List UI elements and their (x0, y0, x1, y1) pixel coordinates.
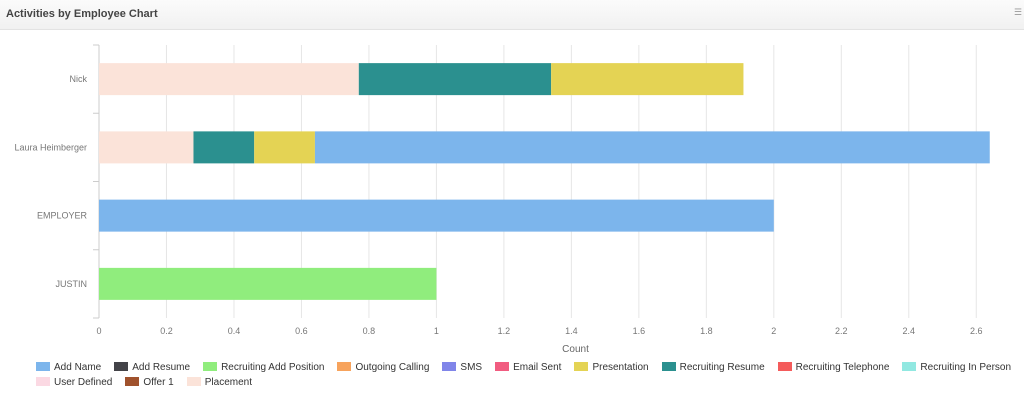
bar-segment[interactable] (99, 131, 194, 164)
legend-item[interactable]: Add Name (36, 362, 101, 373)
legend-swatch (777, 362, 792, 371)
x-tick-label: 0.2 (160, 326, 173, 336)
bar-segment[interactable] (99, 267, 437, 300)
legend-label: Add Name (54, 362, 102, 373)
x-tick-label: 1.4 (565, 326, 578, 336)
menu-icon[interactable]: ☰ (1013, 8, 1022, 18)
legend-item[interactable]: Recruiting Telephone (777, 362, 890, 373)
x-tick-label: 1 (434, 326, 439, 336)
chart-legend: Add Name Add Resume Recruiting Add Positio… (36, 362, 1024, 392)
legend-swatch (203, 362, 218, 371)
bar-segment[interactable] (551, 63, 744, 96)
legend-swatch (442, 362, 457, 371)
x-tick-label: 1.2 (498, 326, 511, 336)
x-tick-label: 0.8 (363, 326, 376, 336)
legend-label: Outgoing Calling (355, 362, 430, 373)
x-tick-label: 2.2 (835, 326, 848, 336)
x-tick-label: 2.6 (970, 326, 983, 336)
legend-swatch (36, 362, 50, 371)
legend-label: Recruiting In Person (920, 362, 1012, 373)
category-label: Laura Heimberger (14, 142, 87, 152)
x-tick-label: 2 (771, 326, 776, 336)
x-axis-title: Count (562, 344, 589, 355)
legend-swatch (114, 362, 129, 371)
legend-label: Recruiting Telephone (795, 362, 890, 373)
bar-segment[interactable] (314, 131, 990, 164)
legend-swatch (125, 377, 140, 386)
x-tick-label: 2.4 (903, 326, 916, 336)
legend-item[interactable]: User Defined (36, 377, 112, 388)
bar-segment[interactable] (99, 199, 774, 232)
legend-label: SMS (460, 362, 483, 373)
chart-header: Activities by Employee Chart ☰ (0, 0, 1024, 30)
legend-swatch (902, 362, 917, 371)
legend-item[interactable]: Offer 1 (125, 377, 174, 388)
bar-segment[interactable] (193, 131, 255, 164)
legend-swatch (337, 362, 352, 371)
bar-segment[interactable] (254, 131, 315, 164)
legend-label: Recruiting Add Position (221, 362, 325, 373)
legend-label: Placement (204, 377, 252, 388)
legend-item[interactable]: Outgoing Calling (337, 362, 429, 373)
category-label: EMPLOYER (37, 211, 88, 221)
legend-label: Email Sent (513, 362, 562, 373)
chart-title: Activities by Employee Chart (6, 8, 158, 20)
legend-label: Add Resume (132, 362, 191, 373)
x-tick-label: 0.4 (228, 326, 241, 336)
legend-item[interactable]: Placement (186, 377, 252, 388)
legend-item[interactable]: Recruiting In Person (902, 362, 1011, 373)
legend-swatch (574, 362, 589, 371)
legend-label: User Defined (54, 377, 113, 388)
legend-item[interactable]: Add Resume (114, 362, 190, 373)
legend-item[interactable]: Presentation (574, 362, 649, 373)
legend-label: Offer 1 (143, 377, 174, 388)
legend-swatch (661, 362, 676, 371)
x-tick-label: 0 (96, 326, 101, 336)
legend-swatch (186, 377, 201, 386)
x-tick-label: 1.6 (633, 326, 646, 336)
legend-swatch (36, 377, 50, 386)
x-tick-label: 1.8 (700, 326, 713, 336)
x-tick-label: 0.6 (295, 326, 308, 336)
category-label: JUSTIN (56, 279, 88, 289)
activities-chart: 0 0.2 0.4 0.6 0.8 1 1.2 1.4 1.6 1.8 2 2.2 2.4 2.6 Nick… (14, 44, 990, 355)
legend-swatch (495, 362, 510, 371)
legend-label: Presentation (592, 362, 649, 373)
bar-segment[interactable] (99, 63, 359, 96)
legend-item[interactable]: SMS (442, 362, 482, 373)
legend-item[interactable]: Email Sent (495, 362, 561, 373)
legend-label: Recruiting Resume (679, 362, 765, 373)
legend-item[interactable]: Recruiting Resume (661, 362, 765, 373)
bar-segment[interactable] (358, 63, 552, 96)
legend-item[interactable]: Recruiting Add Position (203, 362, 324, 373)
category-label: Nick (70, 74, 88, 84)
